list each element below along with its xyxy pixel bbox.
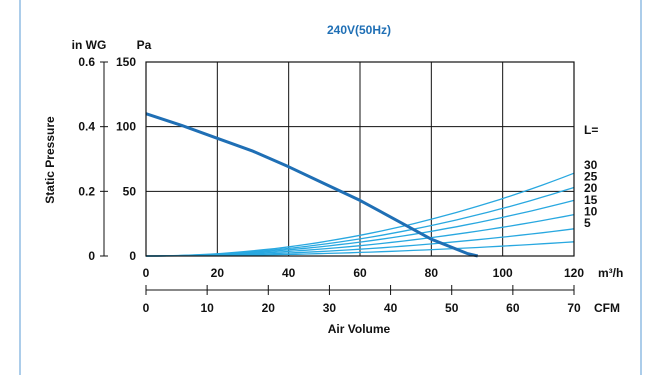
m3h-tick-label: 120 — [564, 266, 584, 280]
cfm-tick-label: 30 — [323, 301, 337, 315]
legend-label: 30 — [584, 158, 598, 172]
x-unit-top: m³/h — [598, 266, 623, 280]
pa-ticks: 0 50 100 150 — [116, 55, 136, 263]
cfm-tick-label: 70 — [567, 301, 581, 315]
inwg-tick-label: 0.2 — [78, 184, 95, 198]
m3h-tick-label: 60 — [353, 266, 367, 280]
cfm-ticks: 0 10 20 30 40 50 60 70 — [143, 285, 581, 315]
cfm-tick-label: 0 — [143, 301, 150, 315]
m3h-tick-label: 20 — [211, 266, 225, 280]
fan-curve-line — [145, 112, 479, 258]
plot-border — [145, 61, 575, 257]
x-unit-bottom: CFM — [594, 301, 620, 315]
y-unit-right: Pa — [137, 38, 152, 52]
legend-header: L= — [584, 123, 598, 137]
pa-tick-label: 150 — [116, 55, 136, 69]
y-axis-label: Static Pressure — [43, 116, 57, 204]
cfm-tick-label: 10 — [200, 301, 214, 315]
cfm-tick-label: 40 — [384, 301, 398, 315]
pa-tick-label: 100 — [116, 120, 136, 134]
legend-label: 10 — [584, 204, 598, 218]
cfm-tick-label: 60 — [506, 301, 520, 315]
x-axis-label: Air Volume — [328, 322, 391, 336]
pa-tick-label: 50 — [123, 184, 137, 198]
grid — [146, 62, 574, 256]
m3h-tick-label: 100 — [493, 266, 513, 280]
m3h-tick-label: 80 — [425, 266, 439, 280]
cfm-tick-label: 20 — [262, 301, 276, 315]
inwg-ticks: 0 0.2 0.4 0.6 — [78, 55, 108, 263]
inwg-tick-label: 0 — [88, 249, 95, 263]
legend-label: 5 — [584, 216, 591, 230]
pa-tick-label: 0 — [129, 249, 136, 263]
legend-label: 20 — [584, 181, 598, 195]
y-unit-left: in WG — [72, 38, 107, 52]
inwg-tick-label: 0.6 — [78, 55, 95, 69]
cfm-tick-label: 50 — [445, 301, 459, 315]
legend-label: 25 — [584, 170, 598, 184]
m3h-tick-label: 0 — [143, 266, 150, 280]
legend-label: 15 — [584, 193, 598, 207]
chart-title: 240V(50Hz) — [327, 23, 391, 37]
m3h-ticks: 0 20 40 60 80 100 120 — [143, 266, 585, 280]
system-curves — [145, 172, 575, 257]
inwg-tick-label: 0.4 — [78, 120, 95, 134]
m3h-tick-label: 40 — [282, 266, 296, 280]
